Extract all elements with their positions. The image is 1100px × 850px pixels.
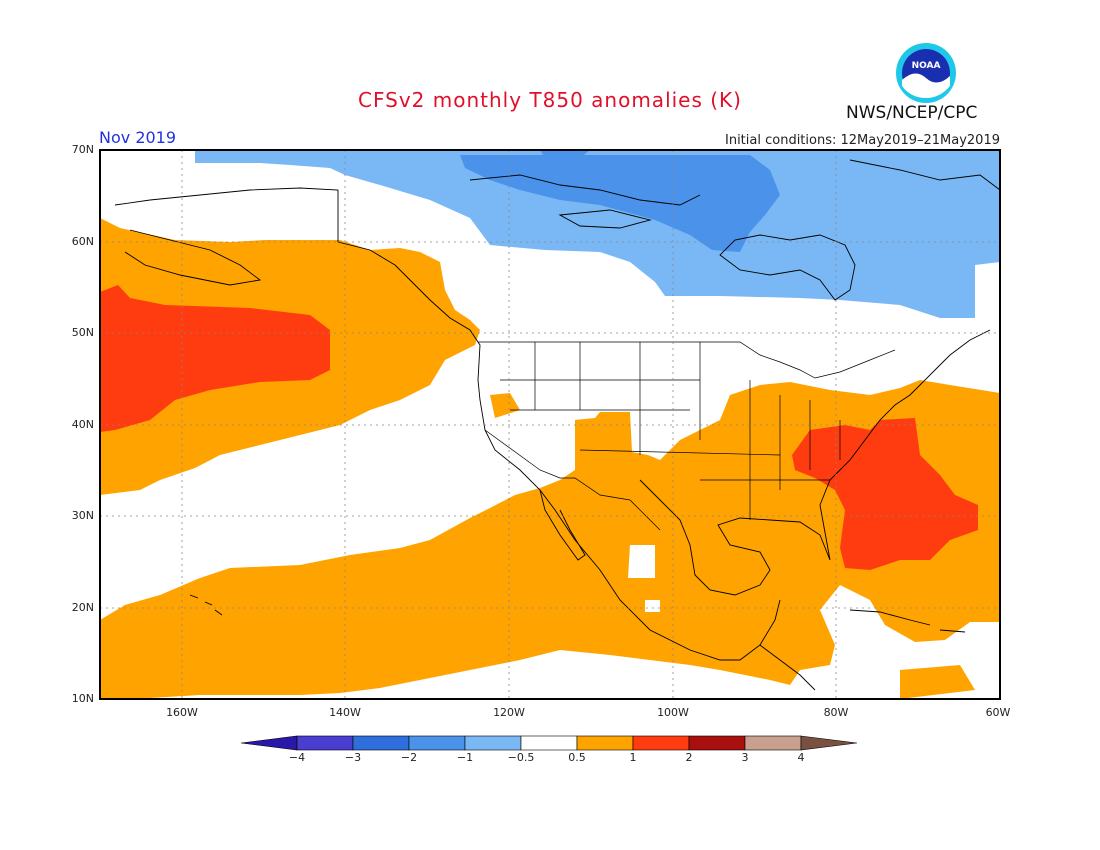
colorbar-swatch [576, 735, 634, 751]
pos-anomaly-atlantic-core [792, 418, 978, 570]
lat-label: 70N [71, 143, 94, 156]
lon-label: 160W [166, 706, 198, 719]
anomaly-field [100, 150, 1000, 699]
lat-label: 50N [71, 326, 94, 339]
colorbar-swatch [632, 735, 690, 751]
lon-label: 60W [985, 706, 1011, 719]
lat-label: 20N [71, 601, 94, 614]
graticule [100, 150, 1000, 699]
political-borders [478, 341, 896, 531]
lon-label: 100W [657, 706, 689, 719]
organization-label: NWS/NCEP/CPC [846, 103, 978, 123]
colorbar-swatch [352, 735, 410, 751]
forecast-month: Nov 2019 [99, 128, 177, 147]
colorbar-arrow-high [800, 735, 858, 751]
map-title: CFSv2 monthly T850 anomalies (K) [358, 88, 742, 112]
colorbar-swatch [744, 735, 802, 751]
pos-anomaly-north-pacific-core [100, 285, 330, 432]
colorbar-arrow-low [240, 735, 298, 751]
colorbar-tick: −3 [344, 751, 362, 764]
lon-label: 80W [823, 706, 849, 719]
colorbar-tick: 0.5 [568, 751, 586, 764]
coastlines [114, 159, 1000, 691]
colorbar-swatch [408, 735, 466, 751]
colorbar-tick: −4 [288, 751, 306, 764]
neg-anomaly-north [195, 150, 1000, 318]
lon-label: 140W [329, 706, 361, 719]
noaa-logo-icon: NOAA [896, 43, 956, 103]
map-frame [99, 149, 1001, 700]
lat-label: 10N [71, 692, 94, 705]
colorbar-tick: −0.5 [507, 751, 535, 764]
colorbar-swatch [520, 735, 578, 751]
lon-label: 120W [493, 706, 525, 719]
neg-anomaly-core [460, 155, 780, 252]
svg-text:NOAA: NOAA [912, 61, 941, 71]
colorbar-tick: 1 [629, 751, 637, 764]
lat-label: 40N [71, 418, 94, 431]
colorbar-tick: 4 [797, 751, 805, 764]
colorbar-swatch [464, 735, 522, 751]
lat-label: 30N [71, 509, 94, 522]
colorbar-swatch [296, 735, 354, 751]
colorbar-tick: 2 [685, 751, 693, 764]
colorbar-swatch [688, 735, 746, 751]
colorbar [240, 735, 858, 751]
lat-label: 60N [71, 235, 94, 248]
colorbar-tick: 3 [741, 751, 749, 764]
colorbar-tick: −2 [400, 751, 418, 764]
initial-conditions: Initial conditions: 12May2019–21May2019 [725, 133, 1000, 148]
colorbar-tick: −1 [456, 751, 474, 764]
